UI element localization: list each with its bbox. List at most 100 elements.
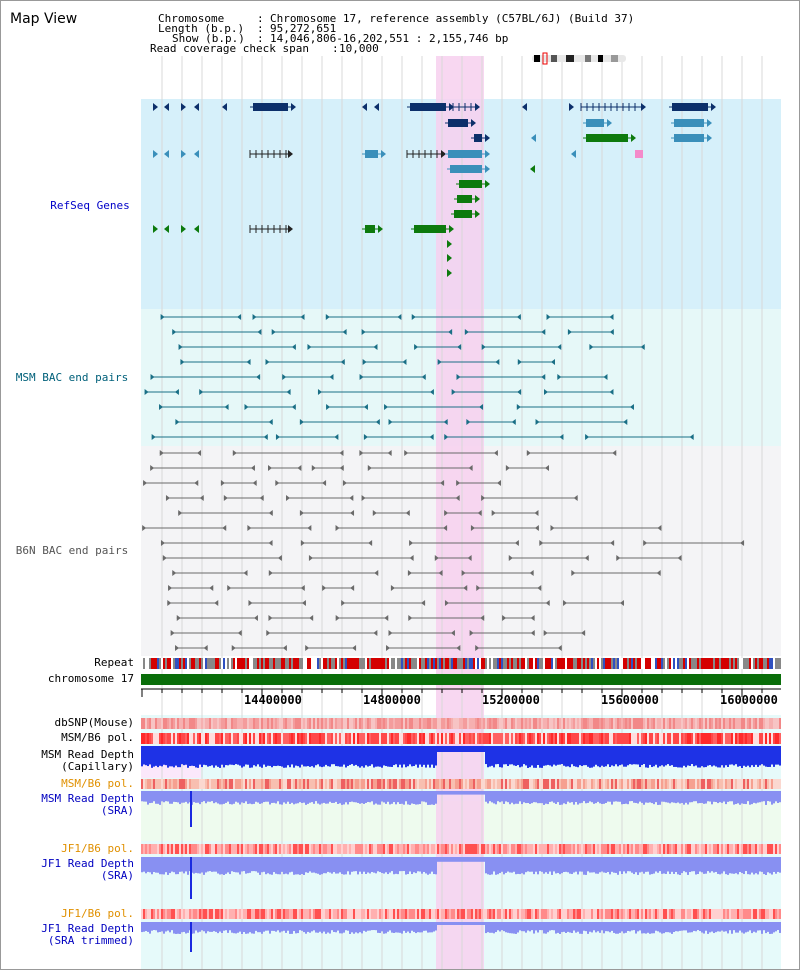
variant-heat-cell bbox=[463, 779, 465, 789]
variant-heat-cell bbox=[705, 909, 707, 919]
read-depth-bar bbox=[579, 857, 581, 872]
variant-heat-cell bbox=[543, 733, 545, 744]
variant-heat-cell bbox=[697, 844, 699, 854]
repeat-segment bbox=[685, 658, 687, 669]
read-depth-bar bbox=[479, 791, 481, 795]
read-depth-bar bbox=[421, 791, 423, 802]
read-depth-bar bbox=[671, 857, 673, 872]
variant-heat-cell bbox=[377, 733, 379, 744]
variant-heat-cell bbox=[661, 733, 663, 744]
read-depth-bar bbox=[237, 746, 239, 765]
bac-end-marker bbox=[339, 450, 344, 456]
read-depth-bar bbox=[779, 857, 781, 873]
variant-heat-cell bbox=[177, 779, 179, 789]
variant-heat-cell bbox=[245, 779, 247, 789]
coverage-value: 10,000 bbox=[339, 42, 379, 55]
variant-heat-cell bbox=[399, 779, 401, 789]
variant-heat-cell bbox=[423, 909, 425, 919]
variant-heat-cell bbox=[343, 909, 345, 919]
variant-heat-cell bbox=[509, 733, 511, 744]
track-label-msm-b6-pol-1[interactable]: MSM/B6 pol. bbox=[61, 731, 134, 744]
read-depth-bar bbox=[179, 791, 181, 805]
variant-heat-cell bbox=[619, 733, 621, 744]
variant-heat-cell bbox=[543, 779, 545, 789]
read-depth-bar bbox=[415, 857, 417, 874]
read-depth-bar bbox=[671, 746, 673, 766]
variant-heat-cell bbox=[635, 909, 637, 919]
read-depth-bar bbox=[395, 746, 397, 765]
read-depth-bar bbox=[721, 746, 723, 766]
repeat-segment bbox=[375, 658, 377, 669]
variant-heat-cell bbox=[687, 844, 689, 854]
read-depth-bar bbox=[341, 791, 343, 805]
repeat-segment bbox=[629, 658, 631, 669]
read-depth-bar bbox=[199, 791, 201, 805]
variant-heat-cell bbox=[229, 718, 231, 729]
read-depth-bar bbox=[417, 746, 419, 768]
read-depth-bar bbox=[333, 791, 335, 803]
read-depth-bar bbox=[765, 857, 767, 875]
track-label-repeat[interactable]: Repeat bbox=[94, 656, 134, 669]
track-label-b6n-bac[interactable]: B6N BAC end pairs bbox=[15, 544, 129, 557]
variant-heat-cell bbox=[171, 733, 173, 744]
track-label-jf1-pol-2[interactable]: JF1/B6 pol. bbox=[61, 907, 134, 920]
repeat-segment bbox=[459, 658, 461, 669]
track-label-dbsnp[interactable]: dbSNP(Mouse) bbox=[54, 716, 134, 729]
read-depth-bar bbox=[609, 746, 611, 767]
variant-heat-cell bbox=[507, 718, 509, 729]
read-depth-bar bbox=[337, 746, 339, 767]
repeat-segment bbox=[539, 658, 541, 669]
variant-heat-cell bbox=[545, 733, 547, 744]
variant-heat-cell bbox=[371, 733, 373, 744]
track-label-jf1-sra[interactable]: JF1 Read Depth bbox=[41, 857, 134, 870]
strand-arrow bbox=[181, 225, 186, 233]
read-depth-bar bbox=[619, 746, 621, 766]
variant-heat-cell bbox=[357, 844, 359, 854]
variant-heat-cell bbox=[773, 844, 775, 854]
track-label-jf1-trimmed[interactable]: JF1 Read Depth bbox=[41, 922, 134, 935]
track-label-chromosome[interactable]: chromosome 17 bbox=[47, 672, 134, 685]
read-depth-bar bbox=[287, 791, 289, 802]
read-depth-bar bbox=[329, 791, 331, 802]
track-label-refseq[interactable]: RefSeq Genes bbox=[50, 199, 130, 212]
read-depth-bar bbox=[559, 922, 561, 934]
read-depth-bar bbox=[171, 791, 173, 804]
track-label-msm-capillary[interactable]: MSM Read Depth bbox=[41, 748, 134, 761]
track-label-msm-sra[interactable]: MSM Read Depth bbox=[41, 792, 134, 805]
read-depth-bar bbox=[297, 857, 299, 875]
repeat-segment bbox=[599, 658, 601, 669]
variant-heat-cell bbox=[523, 909, 525, 919]
variant-heat-cell bbox=[351, 779, 353, 789]
variant-heat-cell bbox=[515, 779, 517, 789]
variant-heat-cell bbox=[601, 909, 603, 919]
repeat-segment bbox=[609, 658, 611, 669]
read-depth-bar bbox=[663, 857, 665, 874]
variant-heat-cell bbox=[149, 779, 151, 789]
read-depth-bar bbox=[169, 857, 171, 874]
variant-heat-cell bbox=[693, 779, 695, 789]
read-depth-bar bbox=[549, 746, 551, 766]
read-depth-bar bbox=[485, 857, 487, 874]
variant-heat-cell bbox=[317, 779, 319, 789]
variant-heat-cell bbox=[211, 718, 213, 729]
read-depth-bar bbox=[699, 857, 701, 872]
read-depth-bar bbox=[531, 746, 533, 766]
variant-heat-cell bbox=[669, 779, 671, 789]
read-depth-bar bbox=[585, 857, 587, 875]
track-label-msm-bac[interactable]: MSM BAC end pairs bbox=[15, 371, 129, 384]
axis-tick-label: 16000000 bbox=[720, 693, 778, 707]
variant-heat-cell bbox=[221, 718, 223, 729]
read-depth-bar bbox=[171, 922, 173, 931]
read-depth-bar bbox=[447, 746, 449, 752]
variant-heat-cell bbox=[153, 779, 155, 789]
variant-heat-cell bbox=[559, 733, 561, 744]
variant-heat-cell bbox=[225, 733, 227, 744]
read-depth-bar bbox=[293, 791, 295, 805]
track-label-msm-b6-pol-2[interactable]: MSM/B6 pol. bbox=[61, 777, 134, 790]
read-depth-bar bbox=[589, 922, 591, 932]
track-label-jf1-pol-1[interactable]: JF1/B6 pol. bbox=[61, 842, 134, 855]
variant-heat-cell bbox=[345, 733, 347, 744]
repeat-segment bbox=[735, 658, 737, 669]
variant-heat-cell bbox=[651, 844, 653, 854]
read-depth-bar bbox=[419, 746, 421, 765]
